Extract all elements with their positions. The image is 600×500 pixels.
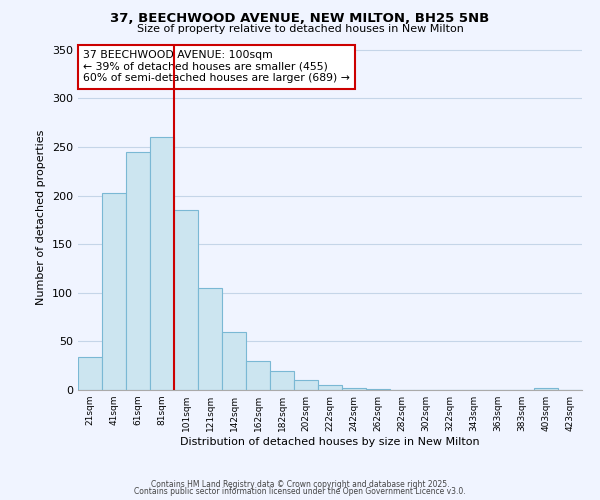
Bar xyxy=(534,388,558,390)
Bar xyxy=(126,152,150,390)
Bar xyxy=(366,389,390,390)
Bar xyxy=(294,380,318,390)
Bar xyxy=(318,385,342,390)
Bar xyxy=(222,332,246,390)
Bar xyxy=(78,357,102,390)
Bar xyxy=(174,210,198,390)
X-axis label: Distribution of detached houses by size in New Milton: Distribution of detached houses by size … xyxy=(180,437,480,447)
Bar xyxy=(150,138,174,390)
Bar xyxy=(246,361,270,390)
Bar xyxy=(102,192,126,390)
Text: Contains public sector information licensed under the Open Government Licence v3: Contains public sector information licen… xyxy=(134,488,466,496)
Bar xyxy=(342,388,366,390)
Text: 37 BEECHWOOD AVENUE: 100sqm
← 39% of detached houses are smaller (455)
60% of se: 37 BEECHWOOD AVENUE: 100sqm ← 39% of det… xyxy=(83,50,350,84)
Bar xyxy=(270,370,294,390)
Y-axis label: Number of detached properties: Number of detached properties xyxy=(37,130,46,305)
Bar xyxy=(198,288,222,390)
Text: Contains HM Land Registry data © Crown copyright and database right 2025.: Contains HM Land Registry data © Crown c… xyxy=(151,480,449,489)
Text: 37, BEECHWOOD AVENUE, NEW MILTON, BH25 5NB: 37, BEECHWOOD AVENUE, NEW MILTON, BH25 5… xyxy=(110,12,490,26)
Text: Size of property relative to detached houses in New Milton: Size of property relative to detached ho… xyxy=(137,24,463,34)
